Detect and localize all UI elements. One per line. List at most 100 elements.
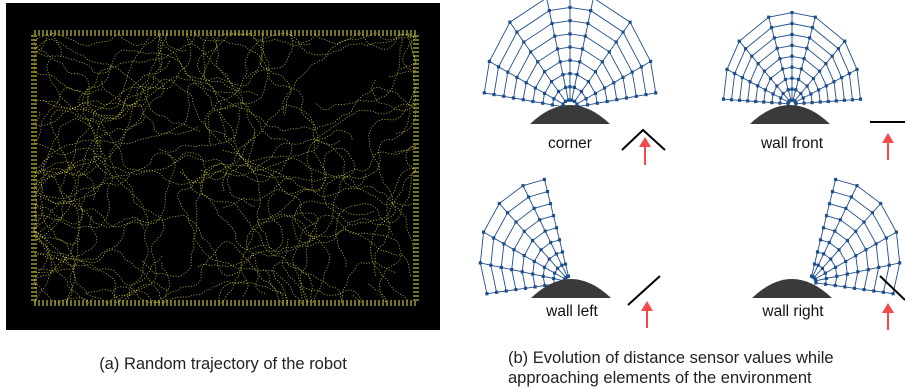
sensor-value-marker	[879, 201, 883, 206]
sensor-value-marker	[775, 46, 779, 50]
sensor-value-marker	[508, 20, 512, 24]
approach-arrow	[882, 303, 894, 330]
sensor-value-marker	[762, 69, 766, 73]
sensor-value-marker	[817, 88, 821, 92]
sensor-value-marker	[560, 263, 564, 267]
sensor-value-marker	[809, 92, 813, 96]
sensor-value-marker	[621, 30, 625, 34]
sensor-value-marker	[858, 97, 863, 101]
sensor-value-marker	[799, 91, 803, 96]
trajectory-segment	[256, 78, 417, 223]
sensor-value-marker	[568, 58, 572, 62]
sensor-value-marker	[510, 268, 514, 272]
sensor-value-marker	[843, 39, 847, 43]
sensor-value-marker	[512, 248, 516, 252]
sensor-value-marker	[844, 206, 848, 210]
sensor-value-marker	[615, 98, 619, 102]
sensor-value-marker	[614, 40, 618, 44]
sensor-value-marker	[531, 99, 535, 104]
sensor-value-marker	[772, 36, 776, 40]
sensor-value-marker	[603, 86, 607, 90]
sensor-value-marker	[568, 85, 572, 89]
sensor-value-marker	[549, 240, 553, 245]
sensor-value-marker	[833, 283, 837, 288]
sensor-value-marker	[827, 202, 832, 206]
sensor-value-marker	[545, 190, 550, 194]
caption-b-line1: (b) Evolution of distance sensor values …	[508, 349, 834, 367]
sensor-value-marker	[566, 98, 570, 102]
trajectory-segment	[177, 132, 303, 305]
sensor-value-marker	[779, 96, 783, 100]
sensor-value-marker	[834, 99, 838, 103]
sensor-value-marker	[531, 272, 535, 276]
sensor-value-marker	[814, 281, 818, 285]
trajectory-segment	[368, 31, 417, 253]
sensor-value-marker	[810, 26, 815, 30]
sensor-value-marker	[824, 84, 828, 88]
sensor-value-marker	[506, 70, 510, 74]
trajectory-segment	[85, 261, 312, 305]
sensor-value-marker	[578, 60, 582, 64]
sensor-value-marker	[527, 195, 531, 199]
sensor-value-marker	[557, 238, 562, 242]
sensor-value-marker	[497, 65, 501, 69]
sensor-value-marker	[634, 94, 638, 98]
sensor-value-marker	[833, 265, 838, 269]
sensor-value-marker	[607, 50, 611, 54]
sensor-value-marker	[515, 75, 519, 79]
sensor-value-marker	[543, 283, 547, 288]
sensor-value-marker	[522, 40, 526, 44]
sensor-value-marker	[533, 86, 537, 90]
sensor-value-marker	[556, 89, 561, 94]
sensor-value-marker	[877, 265, 881, 269]
sensor-value-marker	[721, 97, 726, 101]
sensor-level-line	[835, 179, 901, 294]
sensor-value-marker	[754, 99, 758, 104]
sensor-level-line	[490, 191, 548, 293]
sensor-value-marker	[802, 57, 806, 61]
random-trajectory-plot	[6, 3, 440, 330]
sensor-value-marker	[816, 263, 820, 267]
trajectory-segment	[85, 32, 269, 110]
sensor-value-marker	[586, 80, 591, 84]
sensor-value-marker	[827, 240, 831, 245]
trajectory-segment	[293, 200, 402, 304]
sensor-value-marker	[847, 71, 851, 76]
sensor-value-marker	[612, 81, 616, 85]
sensor-value-marker	[826, 99, 830, 104]
sensor-value-marker	[492, 236, 496, 240]
sensor-value-marker	[854, 229, 858, 233]
sensor-value-marker	[843, 285, 847, 289]
panel-corner: corner	[482, 0, 666, 165]
sensor-value-marker	[820, 266, 824, 270]
sensor-value-marker	[818, 100, 822, 104]
trajectory-segment	[74, 155, 227, 229]
sensor-value-marker	[532, 259, 536, 263]
sensor-value-marker	[855, 184, 859, 188]
sensor-value-marker	[541, 274, 545, 278]
sensor-value-marker	[485, 292, 489, 296]
sensor-value-marker	[552, 276, 556, 281]
sensor-level-line	[500, 203, 551, 292]
sensor-value-marker	[862, 288, 866, 292]
sensor-level-line	[820, 239, 848, 287]
trajectory-segment	[33, 87, 114, 229]
sensor-value-marker	[778, 101, 782, 105]
sensor-value-marker	[845, 238, 849, 243]
sensor-value-marker	[586, 103, 590, 107]
sensor-value-marker	[555, 47, 560, 51]
sensor-value-marker	[824, 276, 828, 281]
sensor-value-marker	[542, 177, 546, 182]
sensor-value-marker	[550, 21, 554, 25]
sensor-value-marker	[523, 286, 528, 290]
sensor-value-marker	[547, 9, 551, 13]
sensor-value-marker	[521, 98, 525, 102]
sensor-value-marker	[595, 101, 599, 105]
sensor-value-marker	[815, 250, 820, 254]
sensor-value-marker	[543, 229, 547, 233]
sensor-value-marker	[744, 47, 748, 51]
sensor-value-marker	[553, 271, 557, 275]
sensor-value-marker	[767, 15, 771, 19]
right-wall-icon	[879, 275, 905, 301]
sensor-value-marker	[824, 62, 828, 66]
